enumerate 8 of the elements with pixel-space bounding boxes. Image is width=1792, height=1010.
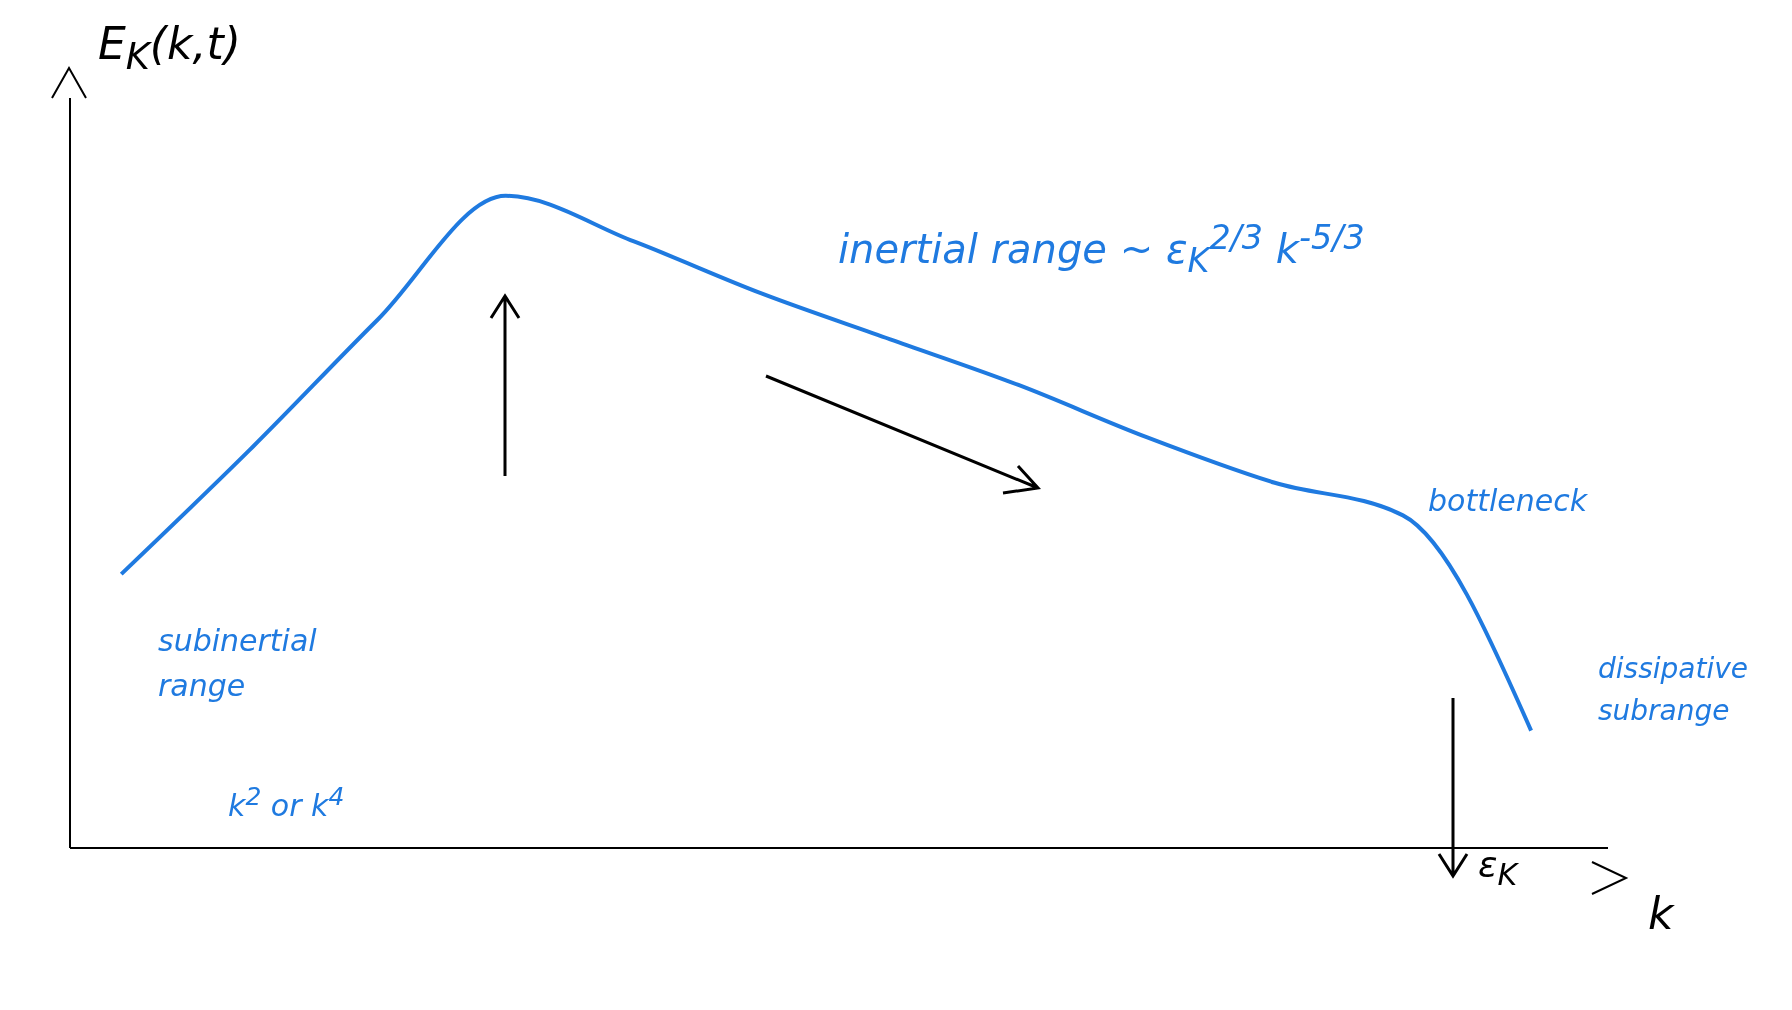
x-axis-title: k [1648,888,1674,939]
annotation: dissipative subrange [1598,651,1749,729]
annotation: bottleneck [1428,482,1588,520]
annotation: k$^{2}$ or k$^{4}$ [228,781,345,825]
annotation: inertial range ~ ε$_{K}$$^{2/3}$ k$^{-5/3}$ [838,217,1365,283]
annotation: ε$_{K}$ [1478,843,1518,895]
y-axis-title: E$_{K}$(k,t) [98,18,241,78]
annotation: subinertial range [158,622,318,705]
